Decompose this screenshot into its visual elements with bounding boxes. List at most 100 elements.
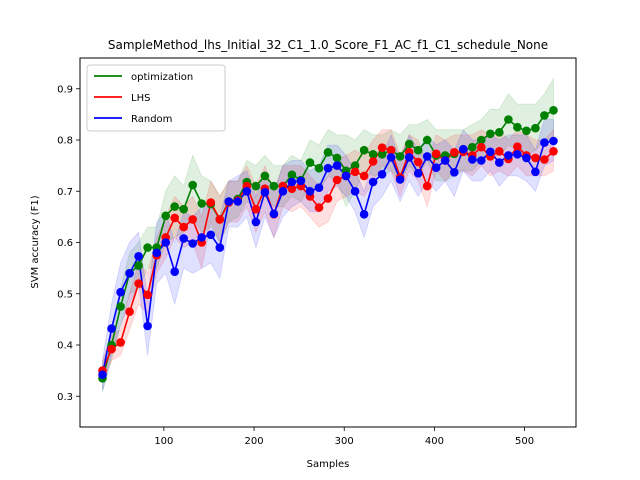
point-random [468,155,477,164]
point-random [161,238,170,247]
point-optimization [413,145,423,155]
point-optimization [197,199,206,208]
point-optimization [504,115,513,124]
point-random [450,168,459,177]
point-lhs [143,290,152,300]
chart-title: SampleMethod_lhs_Initial_32_C1_1.0_Score… [108,38,548,52]
y-axis-label: SVM accuracy (F1) [30,195,41,288]
point-random [431,163,441,172]
band-random [102,119,554,392]
point-random [305,187,315,196]
point-random [495,158,504,167]
point-optimization [395,152,405,161]
point-lhs [477,142,486,152]
point-random [197,233,206,242]
point-random [477,156,486,165]
point-random [134,251,143,261]
x-tick-label: 200 [245,436,264,447]
point-random [440,156,450,165]
point-lhs [549,147,558,156]
point-optimization [549,106,558,115]
legend-box [86,64,226,132]
point-optimization [477,135,486,145]
point-random [251,217,261,227]
point-optimization [495,128,504,137]
point-lhs [350,167,360,177]
point-lhs [287,184,297,193]
point-random [350,187,360,196]
point-random [504,151,513,160]
point-lhs [368,157,378,166]
point-random [224,197,234,206]
y-axis-ticks: 0.3 0.4 0.5 0.6 0.7 0.8 0.9 [57,84,80,403]
point-optimization [170,202,179,211]
y-tick-label: 0.9 [57,84,73,95]
point-lhs [531,153,540,163]
point-optimization [377,150,387,159]
point-lhs [431,149,441,159]
point-random [107,324,116,333]
point-random [143,321,152,331]
point-optimization [468,142,477,152]
point-optimization [134,261,143,270]
y-tick-label: 0.5 [57,289,73,300]
y-tick-label: 0.3 [57,392,73,403]
point-random [170,267,179,277]
point-optimization [116,302,125,311]
y-tick-label: 0.6 [57,238,73,249]
point-random [531,167,540,177]
point-random [513,150,522,159]
point-lhs [116,338,125,347]
point-random [368,177,378,187]
point-random [278,187,288,196]
point-optimization [368,150,378,159]
point-random [549,136,558,146]
point-optimization [314,163,324,173]
y-tick-label: 0.8 [57,136,73,147]
point-random [125,269,134,278]
point-optimization [350,161,360,170]
point-random [540,138,549,147]
point-random [341,171,351,181]
point-optimization [251,181,261,191]
point-optimization [179,204,188,214]
legend: optimization LHS Random [86,64,226,132]
point-optimization [269,181,279,191]
point-lhs [125,307,134,317]
point-random [98,370,107,380]
point-lhs [413,157,423,167]
point-optimization [305,158,315,167]
point-optimization [359,145,369,155]
point-lhs [323,194,333,203]
point-random [359,210,369,219]
point-optimization [287,170,297,180]
point-random [413,169,423,178]
point-random [314,183,324,192]
point-lhs [206,198,216,207]
point-random [233,197,243,206]
point-random [377,170,387,179]
point-optimization [260,171,270,181]
point-random [323,163,333,173]
legend-label-random: Random [131,114,172,125]
point-lhs [540,155,549,164]
legend-label-optimization: optimization [131,72,193,83]
legend-label-lhs: LHS [131,93,150,104]
point-random [215,243,225,252]
point-lhs [215,215,225,224]
point-random [386,153,396,162]
point-random [332,161,342,170]
point-optimization [422,135,432,145]
point-optimization [161,211,170,221]
point-optimization [540,111,549,120]
point-random [179,234,188,243]
point-lhs [134,279,143,288]
point-optimization [522,126,531,136]
point-random [395,175,405,184]
point-random [242,187,252,196]
point-random [522,153,531,163]
point-optimization [143,243,152,252]
x-tick-label: 100 [154,436,173,447]
point-lhs [188,215,197,224]
